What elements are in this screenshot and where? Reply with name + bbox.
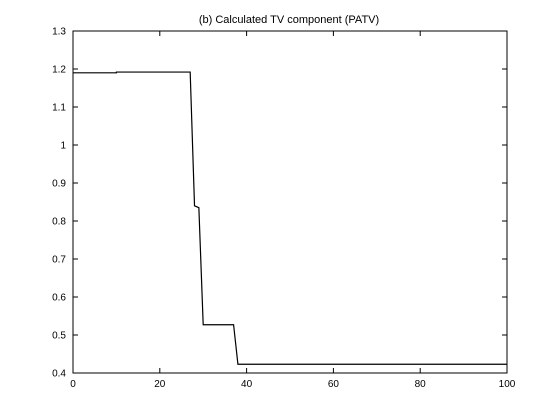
chart-title: (b) Calculated TV component (PATV)	[199, 14, 379, 26]
y-axis: 0.4 0.5 0.6 0.7 0.8 0.9 1 1.1 1.2 1.3	[52, 27, 507, 380]
y-tick-label: 0.6	[52, 293, 66, 304]
x-tick-label: 60	[328, 379, 340, 390]
y-tick-label: 1.1	[52, 103, 66, 114]
plot-area	[72, 30, 508, 374]
x-tick-label: 20	[154, 379, 166, 390]
x-tick-label: 80	[415, 379, 427, 390]
series-group	[73, 71, 507, 365]
y-tick-label: 1.3	[52, 27, 66, 38]
x-axis: 0 20 40 60 80 100	[70, 31, 516, 390]
y-tick-label: 0.8	[52, 217, 66, 228]
y-tick-label: 0.5	[52, 331, 66, 342]
y-tick-label: 0.9	[52, 179, 66, 190]
y-tick-label: 0.7	[52, 255, 66, 266]
y-tick-label: 0.4	[52, 369, 66, 380]
x-tick-label: 40	[241, 379, 253, 390]
y-tick-label: 1.2	[52, 65, 66, 76]
y-tick-label: 1	[60, 141, 66, 152]
x-tick-label: 100	[499, 379, 516, 390]
x-tick-label: 0	[70, 379, 76, 390]
series-line	[73, 71, 507, 365]
